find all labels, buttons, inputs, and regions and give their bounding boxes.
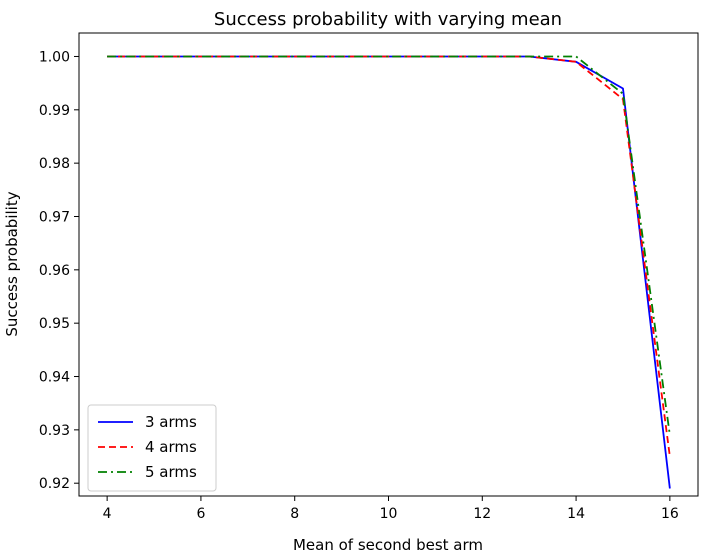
x-tick-label: 10 [380,506,398,522]
y-tick-label: 0.93 [39,423,70,439]
chart-title: Success probability with varying mean [214,9,562,30]
y-tick-label: 1.00 [39,49,70,65]
series-layer [107,55,671,489]
y-tick-label: 0.97 [39,209,70,225]
y-tick-label: 0.95 [39,316,70,332]
y-axis: 0.92 0.93 0.94 0.95 0.96 0.97 0.98 0.99 1.00 [39,49,79,492]
legend-label: 5 arms [145,463,197,481]
y-tick-label: 0.98 [39,156,70,172]
y-tick-label: 0.94 [39,370,70,386]
x-tick-label: 14 [567,506,585,522]
x-tick-label: 6 [196,506,205,522]
y-axis-label: Success probability [3,191,21,336]
x-axis-label: Mean of second best arm [293,536,483,554]
x-tick-label: 12 [473,506,491,522]
y-tick-label: 0.92 [39,476,70,492]
y-tick-label: 0.96 [39,263,70,279]
x-tick-label: 8 [290,506,299,522]
y-tick-label: 0.99 [39,103,70,119]
x-axis: 4 6 8 10 12 14 16 [103,496,679,522]
x-tick-label: 16 [661,506,679,522]
legend-label: 3 arms [145,413,197,431]
legend-box [87,404,217,492]
series-line-2 [107,55,671,457]
legend: 3 arms 4 arms 5 arms [87,404,217,492]
legend-label: 4 arms [145,438,197,456]
x-tick-label: 4 [103,506,112,522]
